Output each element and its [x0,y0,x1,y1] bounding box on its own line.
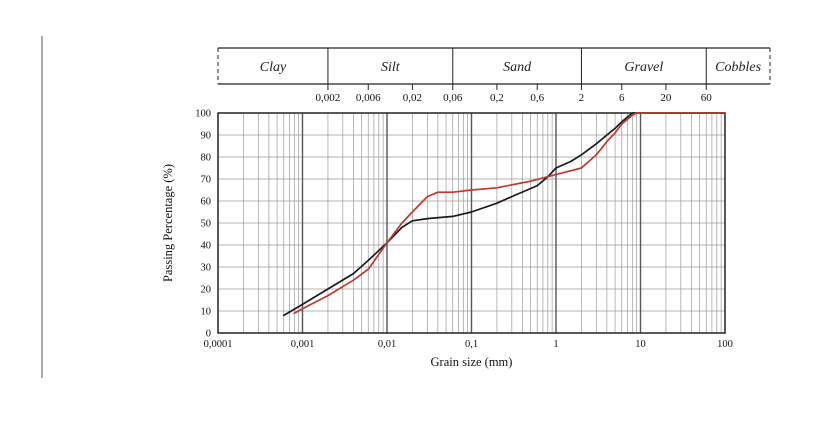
band-label-cobbles: Cobbles [715,60,761,75]
band-boundary-label: 0,2 [490,92,504,104]
band-boundary-label: 0,06 [443,92,463,104]
y-tick-label: 60 [201,197,212,208]
black-curve [282,112,726,317]
band-label-clay: Clay [260,60,287,75]
band-boundary-label: 60 [701,92,713,104]
y-tick-label: 80 [201,153,212,164]
x-tick-label: 0,001 [291,339,315,350]
axes: 0 10 20 30 40 50 60 70 80 90 100 0,0001 0,001 0,01 0,1… [161,109,733,370]
red-curve [293,112,726,315]
band-boundary-label: 0,02 [403,92,422,104]
band-boundary-label: 6 [619,92,625,104]
series [282,112,726,317]
y-tick-label: 90 [201,131,212,142]
x-tick-label: 1 [553,339,558,350]
x-tick-label: 0,0001 [204,339,233,350]
band-boundary-label: 0,002 [316,92,341,104]
band-boundary-label: 2 [579,92,585,104]
y-tick-label: 50 [201,219,212,230]
band-label-gravel: Gravel [624,60,663,75]
x-tick-label: 0,1 [465,339,478,350]
y-tick-label: 0 [206,329,211,340]
y-tick-label: 40 [201,241,212,252]
x-tick-label: 10 [635,339,646,350]
band-label-sand: Sand [503,60,532,75]
x-axis-title: Grain size (mm) [431,355,513,369]
y-tick-label: 30 [201,263,212,274]
y-tick-label: 100 [195,109,211,120]
classification-band: Clay Silt Sand Gravel Cobbles 0,002 0,006 0,02 0… [217,47,771,104]
y-axis-title: Passing Percentage (%) [161,164,175,282]
y-tick-label: 70 [201,175,212,186]
band-label-silt: Silt [381,60,401,75]
x-tick-label: 100 [717,339,733,350]
x-tick-label: 0,01 [378,339,396,350]
plot-border [217,112,726,334]
band-boundary-label: 20 [660,92,672,104]
y-tick-label: 10 [201,307,212,318]
y-tick-label: 20 [201,285,212,296]
band-boundary-label: 0,006 [356,92,381,104]
grid [217,112,726,334]
band-boundary-label: 0,6 [530,92,544,104]
